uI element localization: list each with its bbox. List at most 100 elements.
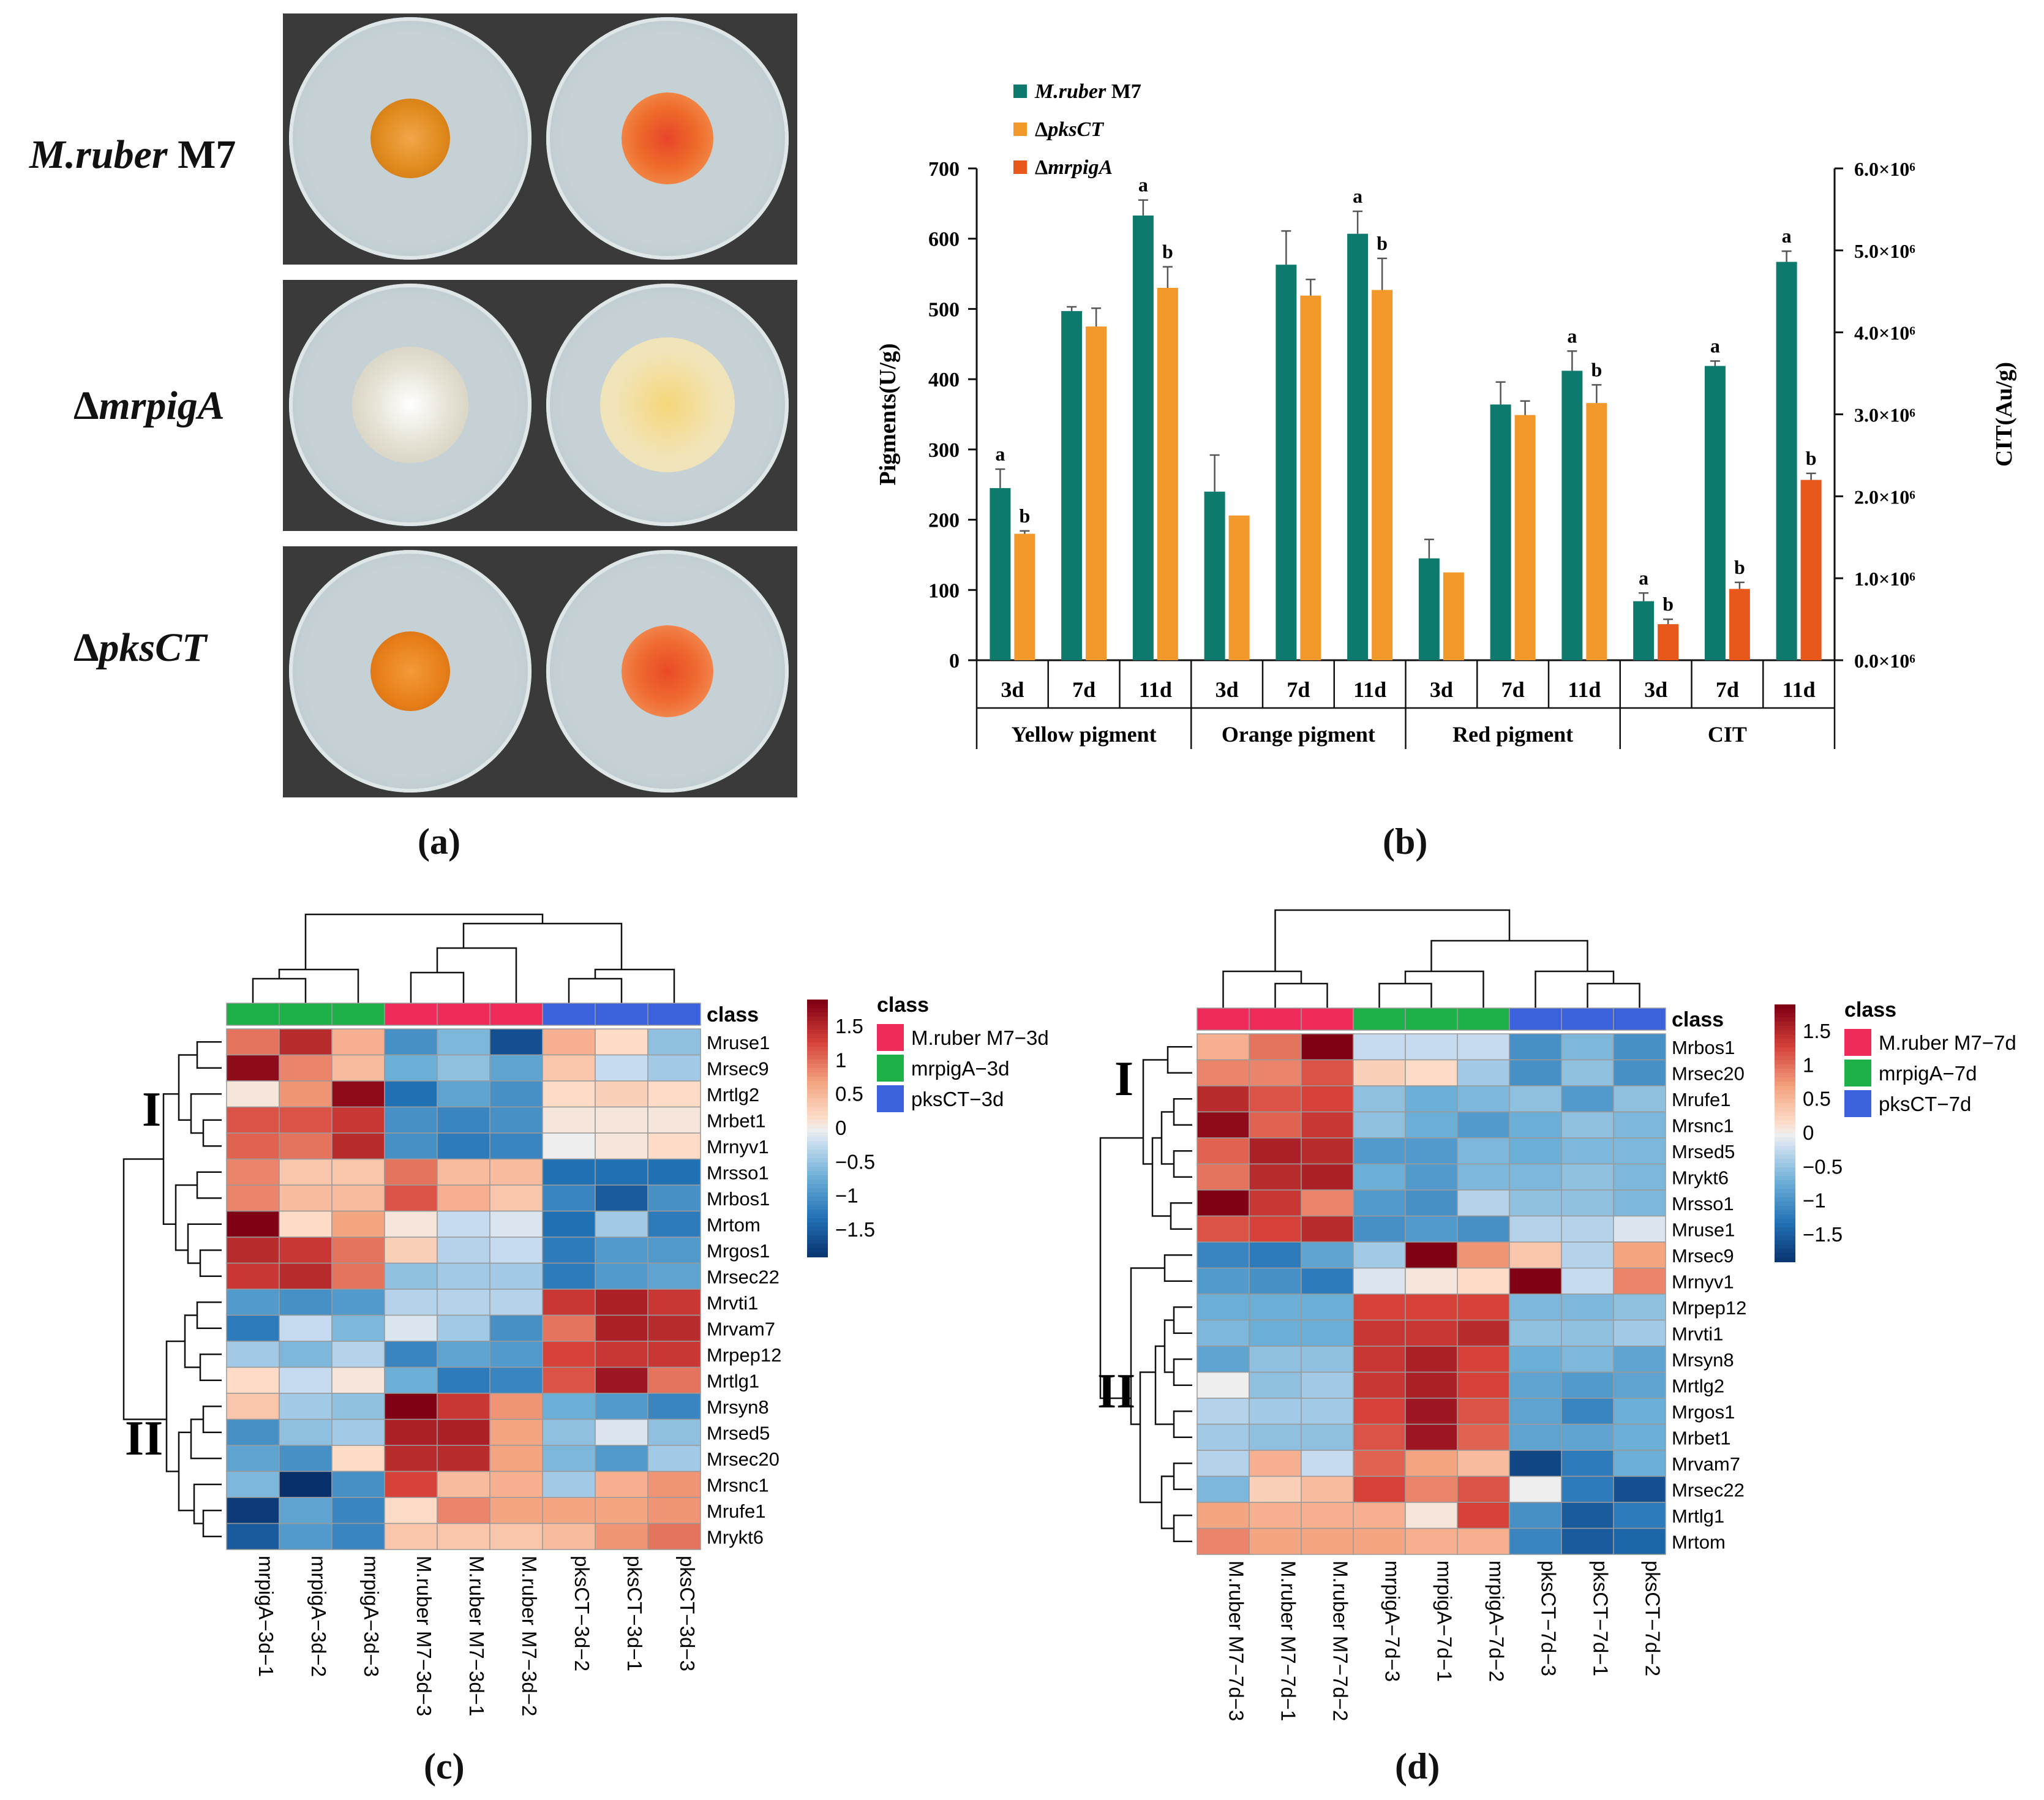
heatmap-cell: [542, 1132, 596, 1160]
category-label: 3d: [1216, 677, 1239, 702]
row-label: Mrykt6: [1672, 1167, 1729, 1189]
heatmap-cell: [1301, 1111, 1354, 1139]
color-scale-step: [807, 1102, 828, 1107]
column-label: mrpigA−3d−2: [307, 1556, 330, 1677]
row-label: Mruse1: [707, 1032, 770, 1053]
heatmap-cell: [1353, 1085, 1406, 1113]
heatmap-cell: [331, 1341, 385, 1368]
color-scale-step: [807, 1090, 828, 1094]
y-tick-label: 500: [928, 298, 960, 321]
heatmap-cell: [1561, 1319, 1614, 1347]
color-scale-tick: 0.5: [1803, 1088, 1831, 1110]
heatmap-cell: [1249, 1346, 1302, 1373]
heatmap-cell: [595, 1132, 648, 1160]
color-scale-step: [807, 1132, 828, 1137]
heatmap-cell: [489, 1210, 543, 1238]
heatmap-cell: [489, 1366, 543, 1394]
column-label: mrpigA−7d−3: [1381, 1561, 1404, 1682]
color-scale-step: [1775, 1013, 1795, 1018]
heatmap-cell: [226, 1106, 280, 1134]
heatmap-cell: [1457, 1398, 1510, 1425]
heatmap-cell: [226, 1184, 280, 1212]
heatmap-cell: [1249, 1450, 1302, 1477]
color-scale-step: [807, 1141, 828, 1146]
heatmap-cell: [1457, 1059, 1510, 1086]
heatmap-cell: [647, 1054, 701, 1082]
heatmap-cell: [1197, 1033, 1250, 1061]
column-label: M.ruber M7−7d−3: [1225, 1561, 1248, 1721]
petri-dish-photos: [283, 13, 797, 804]
heatmap-cell: [542, 1523, 596, 1550]
heatmap-cell: [331, 1132, 385, 1160]
row-label: Mrsec20: [1672, 1063, 1745, 1085]
color-scale-tick: −1.5: [835, 1218, 875, 1241]
heatmap-cell: [1509, 1423, 1562, 1451]
heatmap-cell: [437, 1289, 490, 1316]
row-dendrogram: [1160, 1475, 1174, 1529]
heatmap-cell: [279, 1054, 333, 1082]
legend-swatch: [1844, 1090, 1871, 1117]
color-scale-step: [1775, 1210, 1795, 1215]
heatmap-cell: [226, 1341, 280, 1368]
heatmap-cell: [1353, 1215, 1406, 1243]
legend-label: ΔpksCT: [1035, 118, 1104, 141]
heatmap-cell: [1353, 1294, 1406, 1321]
y2-tick-label: 0.0×10⁶: [1854, 650, 1915, 672]
panel-label-c: (c): [424, 1746, 465, 1787]
heatmap-cell: [1509, 1189, 1562, 1217]
color-scale-step: [1775, 1219, 1795, 1224]
bar-m7-cit: [1633, 601, 1655, 660]
heatmap-cell: [595, 1471, 648, 1498]
heatmap-cell: [1457, 1163, 1510, 1191]
color-scale-step: [1775, 1223, 1795, 1228]
heatmap-cell: [1249, 1319, 1302, 1347]
heatmap-cell: [1613, 1371, 1666, 1399]
heatmap-cell: [1197, 1502, 1250, 1529]
color-scale-step: [1775, 1107, 1795, 1112]
color-scale-tick: −0.5: [835, 1150, 875, 1173]
column-label: mrpigA−3d−1: [255, 1556, 277, 1677]
column-dendrogram: [1378, 982, 1432, 1008]
heatmap-cell: [1457, 1527, 1510, 1555]
bar-m7: [1561, 371, 1583, 660]
heatmap-cell: [489, 1054, 543, 1082]
group-label: CIT: [1708, 722, 1747, 747]
heatmap-cell: [226, 1262, 280, 1290]
heatmap-cell: [331, 1314, 385, 1342]
plate-mrpiga-front: [289, 284, 532, 526]
heatmap-cell: [279, 1393, 333, 1420]
heatmap-cell: [489, 1158, 543, 1186]
column-dendrogram: [410, 971, 465, 1003]
color-scale-step: [1775, 1026, 1795, 1031]
column-label: pksCT−7d−1: [1590, 1561, 1612, 1676]
legend-title: class: [1844, 998, 1896, 1022]
heatmap-cell: [1197, 1475, 1250, 1503]
category-label: 7d: [1072, 677, 1095, 702]
heatmap-cell: [1561, 1371, 1614, 1399]
heatmap-cell: [595, 1158, 648, 1186]
heatmap-cell: [1613, 1189, 1666, 1217]
heatmap-cell: [595, 1497, 648, 1524]
heatmap-cell: [647, 1210, 701, 1238]
bar-mrpiga-cit: [1729, 589, 1750, 660]
heatmap-cell: [226, 1028, 280, 1056]
heatmap-cell: [1197, 1215, 1250, 1243]
column-dendrogram: [568, 977, 623, 1003]
y2-tick-label: 2.0×10⁶: [1854, 486, 1915, 508]
heatmap-cell: [1197, 1137, 1250, 1165]
significance-letter: b: [1591, 358, 1602, 380]
bar-pksct: [1372, 290, 1393, 661]
heatmap-cell: [437, 1158, 490, 1186]
color-scale-step: [807, 1167, 828, 1172]
heatmap-cell: [384, 1341, 438, 1368]
heatmap-cell: [1301, 1475, 1354, 1503]
heatmap-cell: [1353, 1319, 1406, 1347]
legend-class-name: M.ruber M7−3d: [911, 1026, 1049, 1049]
color-scale-step: [1775, 1245, 1795, 1249]
legend-swatch: [1844, 1060, 1871, 1086]
heatmap-cell: [437, 1184, 490, 1212]
heatmap-cell: [384, 1445, 438, 1472]
class-bar-cell: [1561, 1007, 1614, 1031]
heatmap-cell: [1457, 1319, 1510, 1347]
heatmap-cell: [542, 1314, 596, 1342]
